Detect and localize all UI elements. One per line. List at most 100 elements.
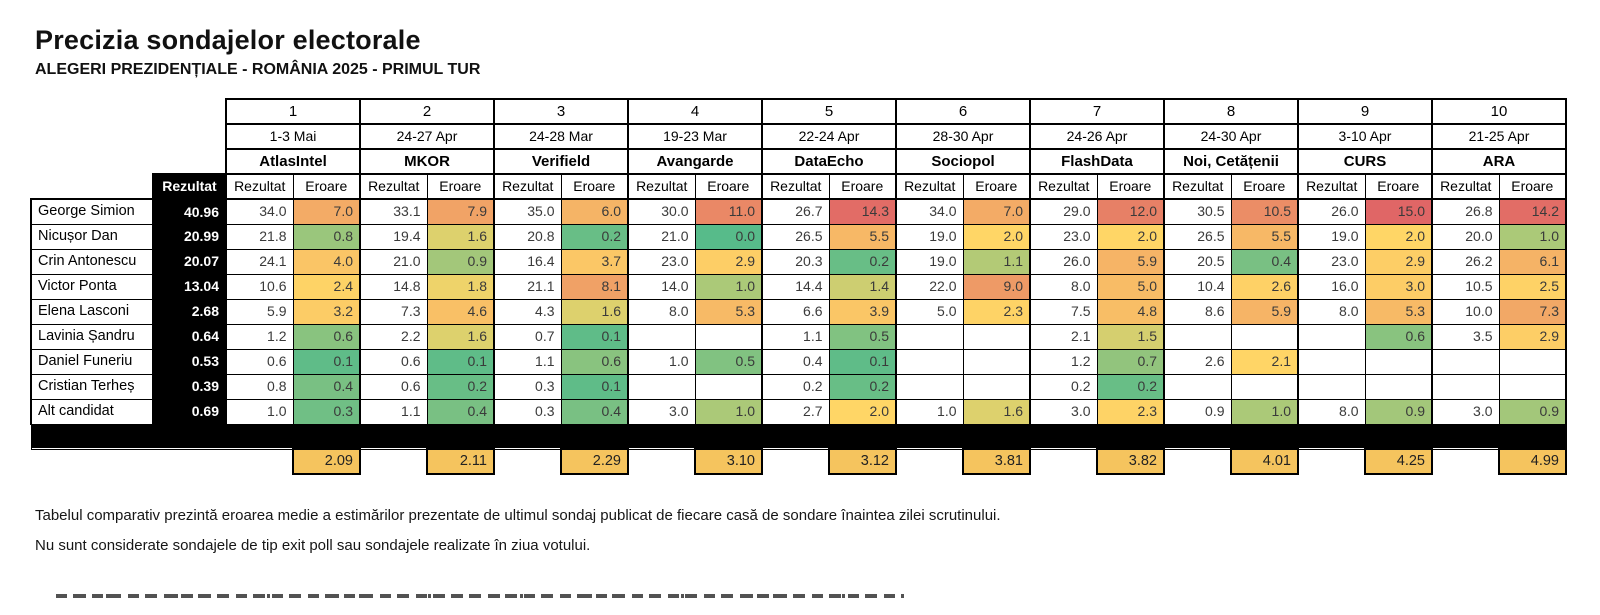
poll-result-cell: 10.0 — [1431, 298, 1500, 325]
poll-result-cell — [895, 323, 964, 350]
poll-result-cell: 0.3 — [493, 398, 562, 425]
poll-error-cell: 0.9 — [1498, 398, 1567, 425]
avg-spacer — [1298, 449, 1365, 474]
poll-error-cell: 1.6 — [426, 223, 495, 250]
poll-result-cell: 35.0 — [493, 198, 562, 225]
poll-error-cell: 0.4 — [1230, 248, 1299, 275]
poll-result-cell: 1.1 — [761, 323, 830, 350]
poll-result-cell — [1431, 348, 1500, 375]
poll-result-cell: 2.2 — [359, 323, 428, 350]
poll-error-cell: 10.5 — [1230, 198, 1299, 225]
poll-result-cell: 3.0 — [1029, 398, 1098, 425]
error-subheader-cell: Eroare — [694, 173, 763, 200]
pollster-dates-cell: 21-25 Apr — [1431, 123, 1567, 150]
table-row: Elena Lasconi 2.68 5.9 3.2 7.3 4.6 4.3 1.6 8.0 5.… — [30, 298, 1567, 325]
table-row: Daniel Funeriu 0.53 0.6 0.1 0.6 0.1 1.1 0.6 1.0 0… — [30, 348, 1567, 375]
pollster-number-cell: 9 — [1297, 98, 1433, 125]
poll-result-cell: 24.1 — [225, 248, 294, 275]
avg-error-cell: 4.25 — [1364, 448, 1433, 475]
official-result-cell: 2.68 — [153, 299, 226, 324]
poll-result-cell: 16.4 — [493, 248, 562, 275]
poll-result-cell: 14.4 — [761, 273, 830, 300]
result-subheader-cell: Rezultat — [761, 173, 830, 200]
poll-error-cell: 5.5 — [828, 223, 897, 250]
error-subheader-cell: Eroare — [1364, 173, 1433, 200]
pollster-dates-cell: 3-10 Apr — [1297, 123, 1433, 150]
avg-spacer — [1030, 449, 1097, 474]
poll-error-cell: 0.6 — [292, 323, 361, 350]
error-subheader-cell: Eroare — [292, 173, 361, 200]
poll-error-cell: 12.0 — [1096, 198, 1165, 225]
table-row: Lavinia Șandru 0.64 1.2 0.6 2.2 1.6 0.7 0.1 1.1 0… — [30, 323, 1567, 350]
poll-result-cell — [1297, 348, 1366, 375]
poll-error-cell: 1.6 — [962, 398, 1031, 425]
poll-error-cell: 5.9 — [1096, 248, 1165, 275]
poll-result-cell: 2.1 — [1029, 323, 1098, 350]
pollster-dates-cell: 24-28 Mar — [493, 123, 629, 150]
poll-error-cell — [1498, 373, 1567, 400]
candidate-name-cell: Victor Ponta — [30, 273, 154, 300]
poll-error-cell: 1.5 — [1096, 323, 1165, 350]
pollster-name-cell: Avangarde — [627, 148, 763, 175]
poll-result-cell: 7.3 — [359, 298, 428, 325]
poll-error-cell: 3.0 — [1364, 273, 1433, 300]
poll-error-cell: 3.7 — [560, 248, 629, 275]
poll-result-cell: 8.0 — [1297, 398, 1366, 425]
cutoff-text-strip — [56, 594, 904, 598]
table-row: Alt candidat 0.69 1.0 0.3 1.1 0.4 0.3 0.4 3.0 1.0… — [30, 398, 1567, 425]
footnotes: Tabelul comparativ prezintă eroarea medi… — [35, 505, 1600, 556]
pollster-name-cell: Noi, Cetățenii — [1163, 148, 1299, 175]
candidate-name-cell: Cristian Terheș — [30, 373, 154, 400]
footnote-line: Tabelul comparativ prezintă eroarea medi… — [35, 507, 1001, 524]
corner-spacer — [31, 99, 226, 124]
poll-error-cell: 0.1 — [828, 348, 897, 375]
pollster-number-cell: 4 — [627, 98, 763, 125]
poll-result-cell: 20.5 — [1163, 248, 1232, 275]
poll-error-cell: 2.0 — [962, 223, 1031, 250]
poll-error-cell: 7.3 — [1498, 298, 1567, 325]
poll-result-cell: 5.9 — [225, 298, 294, 325]
poll-error-cell: 4.0 — [292, 248, 361, 275]
avg-spacer — [494, 449, 561, 474]
poll-result-cell: 3.5 — [1431, 323, 1500, 350]
poll-error-cell: 15.0 — [1364, 198, 1433, 225]
pollster-dates-cell: 28-30 Apr — [895, 123, 1031, 150]
table-row: Crin Antonescu 20.07 24.1 4.0 21.0 0.9 16.4 3.7… — [30, 248, 1567, 275]
poll-result-cell — [895, 373, 964, 400]
poll-error-cell: 0.1 — [292, 348, 361, 375]
candidate-name-cell: Lavinia Șandru — [30, 323, 154, 350]
poll-result-cell: 3.0 — [1431, 398, 1500, 425]
poll-result-cell — [1163, 323, 1232, 350]
poll-error-cell: 2.1 — [1230, 348, 1299, 375]
poll-result-cell — [1297, 323, 1366, 350]
poll-result-cell: 1.2 — [225, 323, 294, 350]
pollster-number-cell: 5 — [761, 98, 897, 125]
poll-result-cell: 1.0 — [895, 398, 964, 425]
poll-error-cell: 0.1 — [426, 348, 495, 375]
official-result-cell: 20.99 — [153, 224, 226, 249]
poll-error-cell: 4.8 — [1096, 298, 1165, 325]
avg-error-cell: 3.82 — [1096, 448, 1165, 475]
poll-result-cell — [1163, 373, 1232, 400]
avg-error-cell: 4.01 — [1230, 448, 1299, 475]
poll-error-cell: 2.0 — [1364, 223, 1433, 250]
header-row: 1 2 3 4 5 6 7 8 9 10 — [31, 98, 1567, 125]
official-result-header: Rezultat — [152, 173, 227, 200]
candidate-name-cell: Nicușor Dan — [30, 223, 154, 250]
pollster-dates-cell: 24-30 Apr — [1163, 123, 1299, 150]
poll-result-cell: 33.1 — [359, 198, 428, 225]
page-title: Precizia sondajelor electorale — [35, 25, 421, 55]
avg-spacer — [153, 449, 226, 474]
pollster-number-cell: 10 — [1431, 98, 1567, 125]
result-subheader-cell: Rezultat — [1297, 173, 1366, 200]
avg-error-cell: 3.10 — [694, 448, 763, 475]
poll-error-cell: 1.6 — [426, 323, 495, 350]
pollster-name-cell: FlashData — [1029, 148, 1165, 175]
pollster-number-cell: 3 — [493, 98, 629, 125]
candidate-name-cell: George Simion — [30, 198, 154, 225]
poll-result-cell: 7.5 — [1029, 298, 1098, 325]
poll-result-cell: 21.0 — [359, 248, 428, 275]
pollster-number-cell: 1 — [225, 98, 361, 125]
poll-error-cell: 2.6 — [1230, 273, 1299, 300]
poll-error-cell: 2.9 — [694, 248, 763, 275]
